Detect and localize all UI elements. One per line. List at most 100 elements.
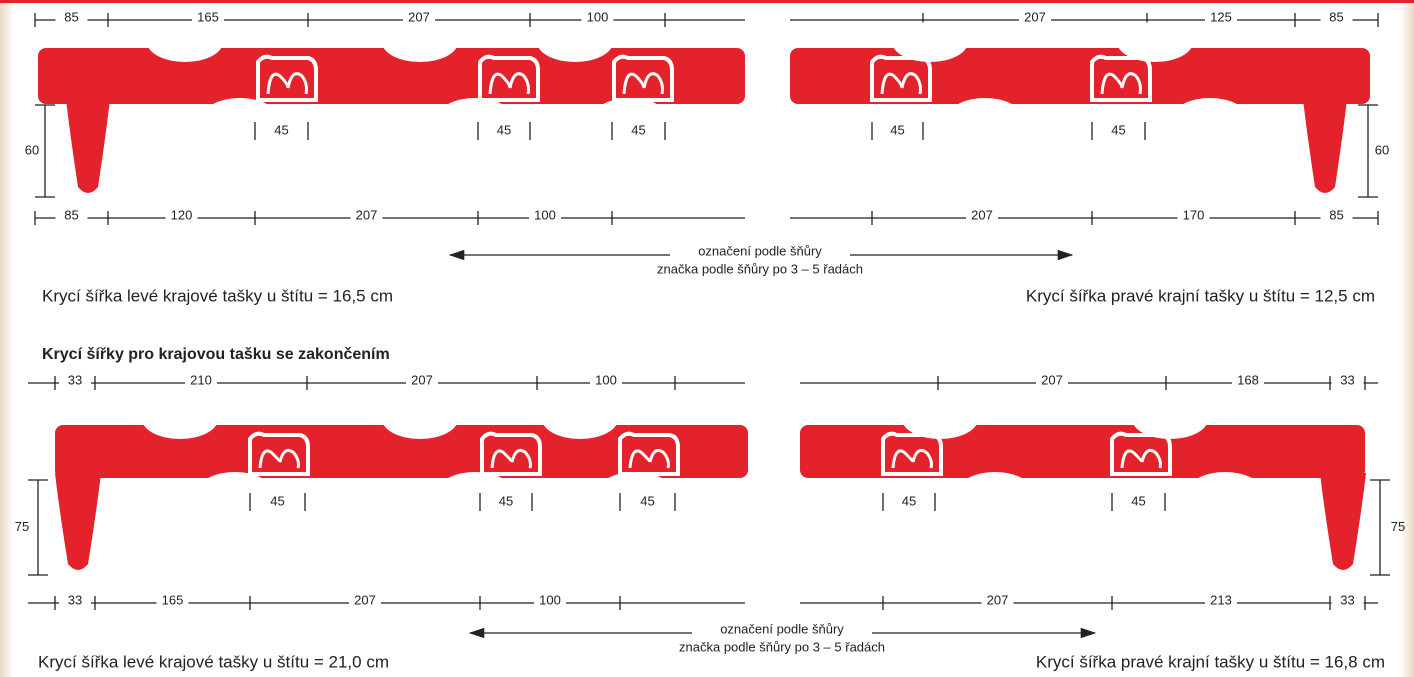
dimension-label: 207: [971, 207, 993, 222]
dimension-label: 165: [162, 592, 184, 607]
dimension-label: 207: [408, 9, 430, 24]
profile-cut: [382, 399, 458, 439]
profile-groove: [488, 72, 530, 95]
tile-foot: [55, 473, 101, 570]
profile-cut: [201, 472, 269, 504]
dimension-label: 207: [356, 207, 378, 222]
profile-groove: [1110, 431, 1172, 476]
profile-cut: [596, 98, 664, 130]
profile-groove: [881, 431, 943, 476]
profile-cut: [142, 399, 218, 439]
label-bg: [581, 11, 614, 27]
edge-shade: [0, 0, 14, 677]
dimension-label: 168: [1237, 372, 1259, 387]
profile-groove: [618, 431, 680, 476]
height-label: 75: [15, 519, 29, 534]
mark-label: 45: [1111, 122, 1125, 137]
profile-groove: [490, 449, 532, 469]
dimension-label: 100: [595, 372, 617, 387]
profile-groove: [612, 54, 674, 102]
mark-label: 45: [497, 122, 511, 137]
dimension-label: 85: [1329, 9, 1343, 24]
mark-label: 45: [499, 493, 513, 508]
mark-label: 45: [1131, 493, 1145, 508]
label-bg: [55, 11, 88, 27]
label-bg: [534, 594, 566, 610]
label-bg: [55, 209, 88, 225]
arrow-label: označení podle šňůry: [720, 621, 844, 636]
dimension-label: 207: [987, 592, 1009, 607]
label-bg: [1205, 594, 1237, 610]
label-bg: [1232, 374, 1264, 390]
profile-groove: [870, 54, 932, 102]
height-label: 75: [1391, 519, 1405, 534]
dimension-label: 165: [197, 9, 219, 24]
dimension-label: 207: [1024, 9, 1046, 24]
profile-cut: [1132, 399, 1208, 439]
label-bg: [192, 11, 224, 27]
label-bg: [185, 374, 217, 390]
profile-cut: [902, 399, 978, 439]
mark-label: 45: [631, 122, 645, 137]
label-bg: [1019, 11, 1051, 27]
profile-cut: [601, 472, 669, 504]
profile-groove: [1090, 54, 1152, 102]
dimension-label: 210: [190, 372, 212, 387]
label-bg: [590, 374, 622, 390]
dimension-label: 33: [68, 592, 82, 607]
dimension-label: 85: [64, 9, 78, 24]
section-heading: Krycí šířky pro krajovou tašku se zakonč…: [42, 346, 390, 363]
dimension-label: 213: [1210, 592, 1232, 607]
label-bg: [349, 594, 381, 610]
profile-groove: [628, 449, 670, 469]
caption: Krycí šířka levé krajové tašky u štítu =…: [42, 286, 393, 305]
mark-label: 45: [890, 122, 904, 137]
top-rule: [0, 0, 1414, 3]
height-label: 60: [1375, 142, 1389, 157]
tile-foot: [1320, 473, 1366, 570]
profile-groove: [891, 449, 933, 469]
arrow-sublabel: značka podle šňůry po 3 – 5 řadách: [679, 639, 885, 654]
label-bg: [1036, 374, 1068, 390]
profile-cut: [892, 22, 968, 62]
dimension-label: 33: [1340, 592, 1354, 607]
profile-groove: [248, 431, 310, 476]
profile-cut: [951, 98, 1019, 130]
label-bg: [1320, 209, 1353, 225]
profile-cut: [441, 472, 509, 504]
dimension-label: 85: [64, 207, 78, 222]
profile-cut: [542, 399, 618, 439]
tile-profile: [38, 48, 745, 104]
label-bg: [165, 209, 198, 225]
label-bg: [59, 374, 91, 390]
tile-profile: [790, 48, 1370, 104]
mark-label: 45: [274, 122, 288, 137]
profile-groove: [258, 449, 300, 469]
label-bg: [350, 209, 383, 225]
dimension-label: 100: [587, 9, 609, 24]
label-bg: [156, 594, 189, 610]
tile-foot: [66, 99, 110, 193]
arrow-sublabel: značka podle šňůry po 3 – 5 řadách: [657, 261, 863, 276]
profile-cut: [1191, 472, 1259, 504]
label-bg: [59, 594, 91, 610]
arrow-label: označení podle šňůry: [698, 243, 822, 258]
label-bg: [529, 209, 561, 225]
caption: Krycí šířka pravé krajní tašky u štítu =…: [1026, 286, 1375, 305]
profile-cut: [1176, 98, 1244, 130]
dimension-label: 207: [354, 592, 376, 607]
profile-groove: [880, 72, 922, 95]
profile-cut: [537, 22, 613, 62]
label-bg: [1331, 594, 1364, 610]
caption: Krycí šířka levé krajové tašky u štítu =…: [38, 652, 389, 671]
profile-groove: [266, 72, 308, 95]
label-bg: [981, 594, 1014, 610]
profile-cut: [382, 22, 458, 62]
profile-groove: [1120, 449, 1162, 469]
label-bg: [966, 209, 998, 225]
dimension-label: 207: [411, 372, 433, 387]
height-label: 60: [25, 142, 39, 157]
profile-groove: [1100, 72, 1142, 95]
tile-foot: [1303, 99, 1347, 193]
